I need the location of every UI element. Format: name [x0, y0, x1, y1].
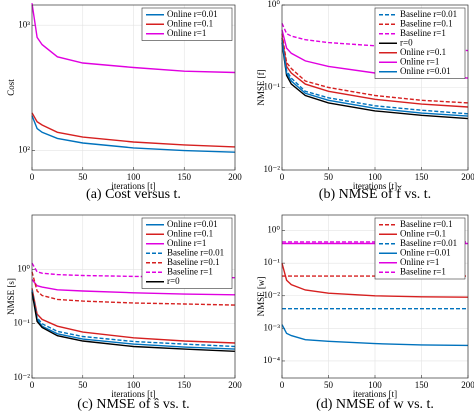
legend-label: Online r=0.01	[167, 9, 218, 19]
legend-label: Online r=0.1	[400, 47, 446, 57]
legend-label: Baseline r=1	[167, 266, 213, 276]
series-line	[31, 289, 236, 348]
legend-label: Baseline r=0.01	[167, 247, 224, 257]
series-line	[31, 290, 236, 350]
series-line	[31, 288, 236, 344]
x-tick-label: 200	[228, 172, 242, 182]
legend-label: Online r=0.01	[400, 66, 451, 76]
y-tick-label: 10⁻¹	[264, 257, 281, 267]
x-tick-label: 0	[30, 380, 35, 390]
x-tick-label: 50	[78, 380, 88, 390]
y-tick-label: 10⁻⁴	[263, 355, 280, 365]
x-tick-label: 200	[461, 380, 474, 390]
x-tick-label: 0	[280, 172, 285, 182]
x-axis-label: iterations [t]	[353, 181, 397, 191]
y-tick-label: 10⁰	[267, 225, 280, 235]
x-axis-label: iterations [t]	[111, 389, 155, 399]
legend-label: Online r=0.01	[167, 219, 218, 229]
x-tick-label: 150	[415, 380, 429, 390]
x-tick-label: 50	[324, 380, 334, 390]
x-tick-label: 100	[368, 172, 382, 182]
x-tick-label: 200	[461, 172, 474, 182]
y-tick-label: 10⁻¹	[264, 82, 281, 92]
series-line	[281, 37, 469, 115]
y-axis-label: Cost	[6, 79, 16, 96]
y-tick-label: 10³	[18, 19, 30, 29]
x-tick-label: 50	[324, 172, 334, 182]
series-line	[281, 324, 469, 347]
y-tick-label: 10⁻¹	[14, 318, 31, 328]
legend-label: Baseline r=1	[400, 266, 446, 276]
x-tick-label: 200	[228, 380, 242, 390]
x-tick-label: 150	[415, 172, 429, 182]
axes-frame	[281, 214, 469, 379]
caption: (d) NMSE of w vs. t.	[316, 397, 434, 412]
x-tick-label: 100	[127, 380, 141, 390]
legend-label: Online r=0.1	[400, 228, 446, 238]
y-tick-label: 10⁻²	[264, 290, 281, 300]
axes-frame	[31, 4, 236, 171]
series-line	[31, 262, 236, 279]
x-axis-label: iterations [t]	[111, 181, 155, 191]
series-line	[31, 115, 236, 153]
legend-label: Online r=1	[400, 257, 439, 267]
legend-label: Online r=0.1	[167, 228, 213, 238]
x-tick-label: 150	[178, 172, 192, 182]
x-tick-label: 150	[178, 380, 192, 390]
y-axis-label: NMSE [f]	[256, 69, 266, 105]
caption: (b) NMSE of f̌ vs. t.	[319, 185, 431, 202]
legend-label: r=0	[167, 276, 180, 286]
series-line	[281, 42, 469, 120]
legend-label: Baseline r=0.01	[400, 238, 457, 248]
y-tick-label: 10⁰	[17, 263, 30, 273]
y-axis-label: NMSE [s]	[6, 278, 16, 315]
y-tick-label: 10⁻²	[264, 164, 281, 174]
x-tick-label: 100	[127, 172, 141, 182]
caption: (a) Cost versus t.	[86, 187, 181, 202]
x-tick-label: 0	[30, 172, 35, 182]
series-line	[281, 37, 469, 108]
legend-label: Baseline r=0.1	[400, 18, 453, 28]
series-line	[31, 112, 236, 148]
caption: (c) NMSE of ŝ vs. t.	[77, 397, 189, 412]
x-tick-label: 50	[78, 172, 88, 182]
x-tick-label: 0	[280, 380, 285, 390]
series-line	[31, 3, 236, 74]
legend-label: Baseline r=0.1	[167, 257, 220, 267]
legend-label: Online r=1	[167, 238, 206, 248]
series-line	[31, 279, 236, 296]
legend-label: Online r=1	[167, 28, 206, 38]
x-tick-label: 100	[368, 380, 382, 390]
legend-label: Online r=1	[400, 56, 439, 66]
series-line	[281, 39, 469, 117]
y-tick-label: 10²	[18, 145, 30, 155]
y-tick-label: 10⁻²	[14, 372, 31, 382]
axes-frame	[281, 4, 469, 171]
y-tick-label: 10⁰	[267, 0, 280, 9]
x-axis-label: iterations [t]	[353, 389, 397, 399]
series-line	[281, 33, 469, 104]
legend-label: r=0	[400, 37, 413, 47]
legend-label: Online r=0.1	[167, 18, 213, 28]
series-line	[281, 263, 469, 298]
legend-box	[374, 217, 466, 280]
y-axis-label: NMSE [w]	[256, 277, 266, 317]
series-line	[31, 271, 236, 306]
legend-label: Baseline r=1	[400, 28, 446, 38]
legend-label: Online r=0.01	[400, 247, 451, 257]
legend-label: Baseline r=0.1	[400, 219, 453, 229]
legend-label: Baseline r=0.01	[400, 9, 457, 19]
series-line	[31, 292, 236, 352]
y-tick-label: 10⁻³	[264, 322, 281, 332]
legend-box	[141, 217, 233, 289]
axes-frame	[31, 214, 236, 379]
